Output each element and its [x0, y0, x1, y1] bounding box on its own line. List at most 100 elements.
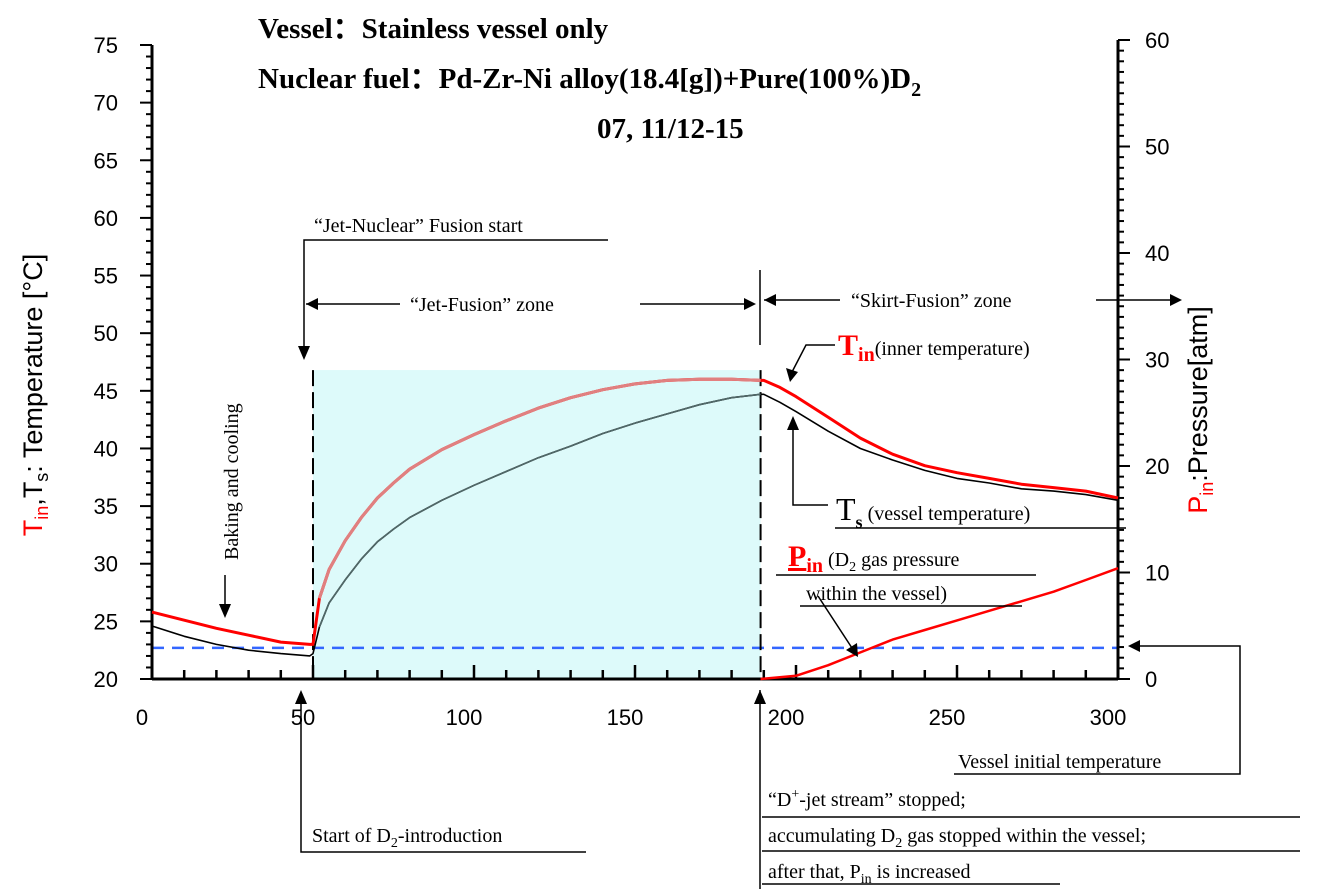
start-d2-sub: 2	[391, 836, 398, 851]
y-left-label-tin-sub: in	[32, 506, 52, 520]
baking-label: Baking and cooling	[221, 403, 243, 560]
y-left-label: Tin,Ts: Temperature [°C]	[18, 254, 52, 536]
start-d2-label: Start of D2-introduction	[312, 825, 502, 851]
pin-label-desc-a: (D	[823, 549, 849, 571]
y-left-label-tin: T	[18, 520, 48, 537]
y-right-tick-label-10: 10	[1145, 561, 1169, 586]
jet-start-label: “Jet-Nuclear” Fusion start	[314, 215, 523, 237]
djet-arrowhead	[754, 690, 766, 704]
annotation-lines	[219, 239, 1300, 889]
tin-label-sub: in	[858, 344, 875, 366]
ts-label: Ts (vessel temperature)	[836, 491, 1030, 532]
y-left-tick-label-25: 25	[94, 609, 118, 634]
jet-zone-arrowhead-left	[306, 298, 318, 310]
x-tick-label-0: 0	[136, 705, 148, 730]
title-line-2-main: Nuclear fuel：Pd-Zr-Ni alloy(18.4[g])+Pur…	[258, 63, 911, 95]
accum-a: accumulating D	[768, 825, 895, 847]
vessel-init-label: Vessel initial temperature	[958, 751, 1161, 773]
after-label: after that, Pin is increased	[768, 861, 971, 887]
djet-a: “D	[768, 789, 791, 811]
ts-label-sub: s	[856, 512, 863, 532]
y-right-label-p: P	[1183, 496, 1213, 514]
after-sub: in	[861, 872, 872, 887]
axes: 0 50 100 150 200 250 3002025303540455055606570…	[94, 28, 1170, 730]
accum-label: accumulating D2 gas stopped within the v…	[768, 825, 1146, 851]
y-left-tick-label-75: 75	[94, 33, 118, 58]
y-left-tick-label-55: 55	[94, 264, 118, 289]
skirt-zone-arrowhead-left	[764, 294, 776, 306]
pin-label-line2: within the vessel)	[806, 583, 947, 605]
x-tick-label-50: 50	[291, 705, 315, 730]
djet-label: “D+-jet stream” stopped;	[768, 787, 966, 811]
djet-b: -jet stream” stopped;	[799, 789, 966, 811]
y-right-tick-label-0: 0	[1145, 667, 1157, 692]
pin-label-main: P	[788, 540, 806, 573]
y-right-tick-label-30: 30	[1145, 348, 1169, 373]
y-right-tick-label-60: 60	[1145, 28, 1169, 53]
start-d2-leader	[300, 700, 586, 853]
y-right-label: Pin:Pressure[atm]	[1183, 306, 1217, 514]
y-left-label-rest: : Temperature [°C]	[18, 254, 48, 473]
y-left-tick-label-35: 35	[94, 494, 118, 519]
ts-series-line-shaded	[318, 393, 761, 628]
ts-arrowhead	[787, 416, 799, 430]
start-d2-arrowhead	[295, 690, 307, 704]
y-right-tick-label-40: 40	[1145, 241, 1169, 266]
pin-label-desc-b: gas pressure	[856, 549, 959, 571]
x-tick-label-250: 250	[929, 705, 966, 730]
after-a: after that, P	[768, 861, 861, 883]
start-d2-a: Start of D	[312, 825, 391, 847]
ts-leader	[792, 425, 828, 506]
accum-sub: 2	[895, 836, 902, 851]
series-layer	[151, 377, 1119, 681]
x-tick-label-150: 150	[607, 705, 644, 730]
after-b: is increased	[872, 861, 971, 883]
jet-zone-label: “Jet-Fusion” zone	[410, 294, 554, 316]
jet-zone-arrowhead-right	[744, 298, 756, 310]
tin-arrowhead	[786, 368, 798, 382]
chart-title: Vessel：Stainless vessel only Nuclear fue…	[258, 13, 921, 145]
start-d2-b: -introduction	[398, 825, 502, 847]
y-left-label-ts-sub: s	[32, 473, 52, 482]
tin-series-line-shaded	[317, 377, 761, 599]
y-right-label-rest: :Pressure[atm]	[1183, 306, 1213, 482]
y-right-tick-label-50: 50	[1145, 135, 1169, 160]
jet-start-arrowhead	[298, 346, 310, 360]
title-line-1: Vessel：Stainless vessel only	[258, 13, 609, 45]
y-left-tick-label-45: 45	[94, 379, 118, 404]
title-line-3: 07, 11/12-15	[597, 113, 744, 145]
pin-series-line	[760, 567, 1119, 681]
djet-sup: +	[791, 787, 799, 802]
tin-label: Tin(inner temperature)	[838, 329, 1030, 366]
y-left-tick-label-50: 50	[94, 321, 118, 346]
jet-fusion-shaded-region	[313, 370, 761, 679]
ts-label-desc: (vessel temperature)	[863, 503, 1031, 525]
y-left-tick-label-40: 40	[94, 436, 118, 461]
pin-arrowhead	[846, 643, 858, 657]
x-tick-label-200: 200	[768, 705, 805, 730]
annotations: Baking and cooling “Jet-Nuclear” Fusion …	[221, 215, 1161, 887]
pin-label-desc-sub: 2	[849, 560, 856, 575]
x-tick-label-300: 300	[1090, 705, 1127, 730]
y-right-tick-label-20: 20	[1145, 454, 1169, 479]
y-left-tick-label-60: 60	[94, 206, 118, 231]
tin-leader	[791, 344, 835, 373]
y-left-tick-label-65: 65	[94, 148, 118, 173]
pin-leader	[817, 595, 853, 649]
ts-label-main: T	[836, 491, 856, 527]
background-layer	[152, 370, 1118, 679]
y-left-tick-label-20: 20	[94, 667, 118, 692]
skirt-zone-arrowhead-right	[1170, 294, 1182, 306]
y-left-tick-label-70: 70	[94, 91, 118, 116]
vessel-init-leader	[954, 645, 1241, 775]
title-line-2-sub: 2	[911, 79, 921, 101]
title-line-2: Nuclear fuel：Pd-Zr-Ni alloy(18.4[g])+Pur…	[258, 63, 921, 101]
pin-label: Pin (D2 gas pressure	[788, 540, 960, 577]
pin-label-sub: in	[806, 555, 823, 577]
baking-arrowhead	[219, 604, 231, 618]
x-tick-label-100: 100	[446, 705, 483, 730]
vessel-init-arrowhead	[1128, 640, 1140, 652]
jet-start-leader	[303, 239, 608, 350]
y-left-label-ts: ,T	[18, 482, 48, 506]
